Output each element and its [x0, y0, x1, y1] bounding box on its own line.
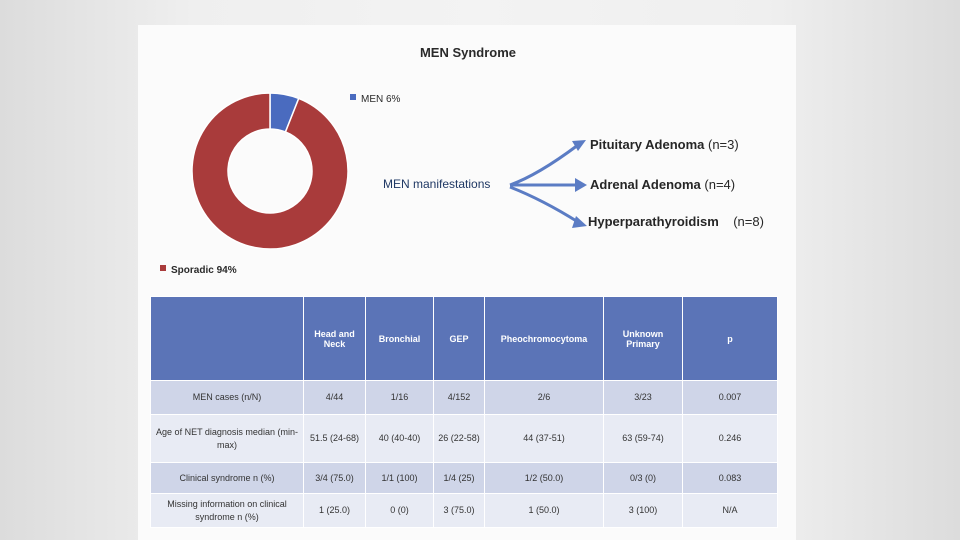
table-header-cell [150, 296, 304, 381]
table-header-cell: GEP [433, 296, 485, 381]
table-cell: 40 (40-40) [365, 414, 434, 463]
table-cell: 3/4 (75.0) [303, 462, 366, 494]
manifestation-hyperparathyroidism: Hyperparathyroidism (n=8) [588, 214, 764, 229]
arrowhead-adrenal [575, 178, 587, 192]
chart-title: MEN Syndrome [419, 45, 517, 60]
table-cell: 0.246 [682, 414, 778, 463]
arrow-hyperparathyroidism [509, 185, 579, 224]
table-header-cell: Unknown Primary [603, 296, 683, 381]
table-cell: 0.083 [682, 462, 778, 494]
legend-men-label: MEN 6% [361, 94, 401, 105]
legend-men-swatch [350, 94, 356, 100]
table-cell: 1/4 (25) [433, 462, 485, 494]
table-cell: 1/1 (100) [365, 462, 434, 494]
table-cell: 0.007 [682, 380, 778, 415]
table-cell: 4/44 [303, 380, 366, 415]
table-cell: 2/6 [484, 380, 604, 415]
men-manifestations-label: MEN manifestations [383, 177, 491, 191]
table-header-row: Head and Neck Bronchial GEP Pheochromocy… [150, 296, 778, 381]
table-header-cell: p [682, 296, 778, 381]
legend-men: MEN 6% [350, 94, 400, 105]
table-cell: 3/23 [603, 380, 683, 415]
table-row: Missing information on clinical syndrome… [150, 493, 778, 528]
table-cell: 0 (0) [365, 493, 434, 528]
slide: MEN Syndrome MEN 6% Sporadic 94% MEN man… [138, 25, 796, 540]
manifestation-arrows [509, 143, 579, 224]
table-row: Clinical syndrome n (%) 3/4 (75.0) 1/1 (… [150, 462, 778, 494]
table-cell: Missing information on clinical syndrome… [150, 493, 304, 528]
table-cell: 26 (22-58) [433, 414, 485, 463]
arrow-pituitary [509, 143, 579, 187]
table-cell: 3 (100) [603, 493, 683, 528]
table-cell: 51.5 (24-68) [303, 414, 366, 463]
slice-sporadic [191, 92, 349, 250]
arrowhead-pituitary [572, 140, 586, 151]
table-cell: Age of NET diagnosis median (min-max) [150, 414, 304, 463]
manifestation-count: (n=4) [704, 177, 736, 192]
table-header-cell: Head and Neck [303, 296, 366, 381]
manifestation-count: (n=3) [708, 137, 739, 152]
manifestation-adrenal: Adrenal Adenoma (n=4) [590, 177, 735, 192]
table-cell: MEN cases (n/N) [150, 380, 304, 415]
table-cell: 0/3 (0) [603, 462, 683, 494]
men-table: Head and Neck Bronchial GEP Pheochromocy… [150, 296, 778, 528]
table-cell: 1 (50.0) [484, 493, 604, 528]
manifestation-name: Pituitary Adenoma [590, 137, 705, 152]
table-header-cell: Pheochromocytoma [484, 296, 604, 381]
table-row: Age of NET diagnosis median (min-max) 51… [150, 414, 778, 463]
table-cell: 1/2 (50.0) [484, 462, 604, 494]
donut-chart [191, 92, 587, 250]
table-cell: 4/152 [433, 380, 485, 415]
table-cell: N/A [682, 493, 778, 528]
table-cell: 1/16 [365, 380, 434, 415]
donut-slices [191, 92, 349, 250]
table-cell: 44 (37-51) [484, 414, 604, 463]
manifestation-name: Adrenal Adenoma [590, 177, 701, 192]
legend-sporadic-label: Sporadic 94% [171, 265, 237, 276]
table-row: MEN cases (n/N) 4/44 1/16 4/152 2/6 3/23… [150, 380, 778, 415]
legend-sporadic: Sporadic 94% [160, 265, 237, 276]
table-cell: Clinical syndrome n (%) [150, 462, 304, 494]
table-cell: 3 (75.0) [433, 493, 485, 528]
men-cases-table: Head and Neck Bronchial GEP Pheochromocy… [150, 296, 778, 528]
table-cell: 1 (25.0) [303, 493, 366, 528]
manifestation-name: Hyperparathyroidism [588, 214, 719, 229]
table-cell: 63 (59-74) [603, 414, 683, 463]
manifestation-pituitary: Pituitary Adenoma (n=3) [590, 137, 739, 152]
arrowhead-hyperparathyroidism [572, 216, 587, 228]
manifestation-count: (n=8) [733, 214, 764, 229]
table-header-cell: Bronchial [365, 296, 434, 381]
legend-sporadic-swatch [160, 265, 166, 271]
